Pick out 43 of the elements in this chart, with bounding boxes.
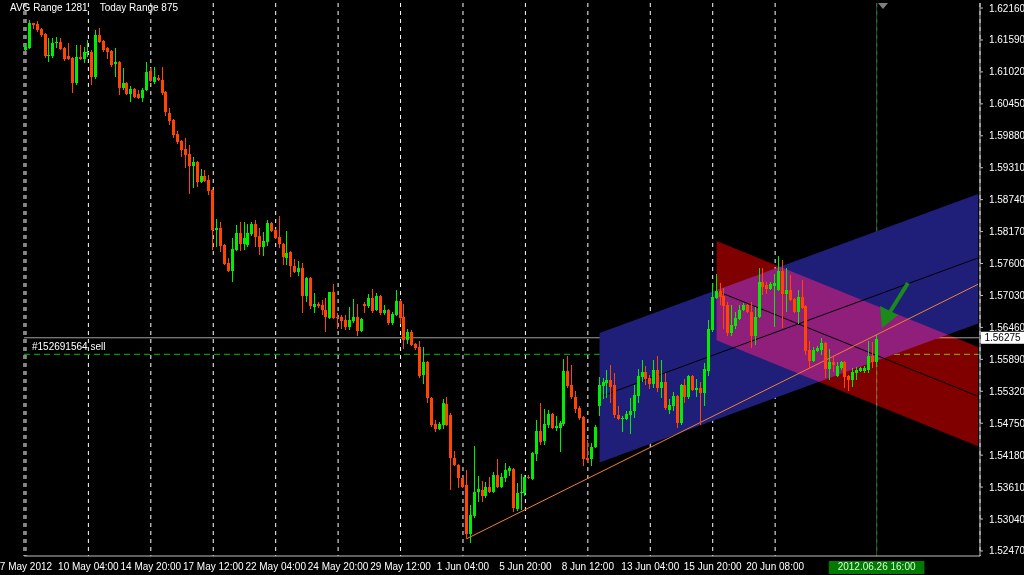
ref-line-label: #152691564 sell <box>32 341 106 353</box>
y-tick-label: 1.54750 <box>988 417 1024 429</box>
x-tick-label: 2012.06.26 16:00 <box>837 561 916 572</box>
candlestick <box>47 38 50 63</box>
x-tick-label: 7 May 2012 <box>0 561 53 572</box>
candlestick <box>114 47 117 77</box>
y-tick-label: 1.56460 <box>988 321 1024 333</box>
x-tick-label: 17 May 12:00 <box>182 561 244 572</box>
y-tick-label: 1.61020 <box>988 66 1024 78</box>
ref-line-label: 1.56275 <box>984 332 1022 344</box>
x-tick-label: 10 May 04:00 <box>58 561 120 572</box>
x-tick-label: 15 Jun 20:00 <box>683 561 743 572</box>
x-tick-label: 1 Jun 04:00 <box>436 561 490 572</box>
y-tick-label: 1.62160 <box>988 2 1024 14</box>
y-tick-label: 1.60450 <box>988 98 1024 110</box>
y-tick-label: 1.61590 <box>988 34 1024 46</box>
y-tick-label: 1.52470 <box>988 545 1024 557</box>
y-tick-label: 1.54180 <box>988 449 1024 461</box>
x-tick-label: 13 Jun 04:00 <box>621 561 680 572</box>
y-tick-label: 1.58170 <box>988 226 1024 238</box>
annotation: AVG Range 1281 <box>10 2 88 13</box>
y-tick-label: 1.53040 <box>988 513 1024 525</box>
x-tick-label: 20 Jun 08:00 <box>746 561 805 572</box>
y-tick-label: 1.59310 <box>988 162 1024 174</box>
y-tick-label: 1.57030 <box>988 289 1024 301</box>
y-tick-label: 1.55890 <box>988 353 1024 365</box>
y-tick-label: 1.53610 <box>988 481 1024 493</box>
y-tick-label: 1.58740 <box>988 194 1024 206</box>
x-tick-label: 29 May 12:00 <box>370 561 432 572</box>
annotation: Today Range 875 <box>99 2 179 13</box>
candlestick <box>86 39 89 58</box>
y-tick-label: 1.55320 <box>988 385 1024 397</box>
candlestick <box>621 416 624 433</box>
x-tick-label: 5 Jun 20:00 <box>499 561 552 572</box>
x-tick-label: 24 May 20:00 <box>307 561 369 572</box>
candlestick <box>55 36 58 48</box>
x-tick-label: 22 May 04:00 <box>245 561 307 572</box>
y-tick-label: 1.57600 <box>988 258 1024 270</box>
candlestick <box>785 268 788 313</box>
candlestick <box>773 274 776 328</box>
x-tick-label: 14 May 20:00 <box>120 561 182 572</box>
y-tick-label: 1.59880 <box>988 130 1024 142</box>
x-tick-label: 8 Jun 12:00 <box>561 561 615 572</box>
